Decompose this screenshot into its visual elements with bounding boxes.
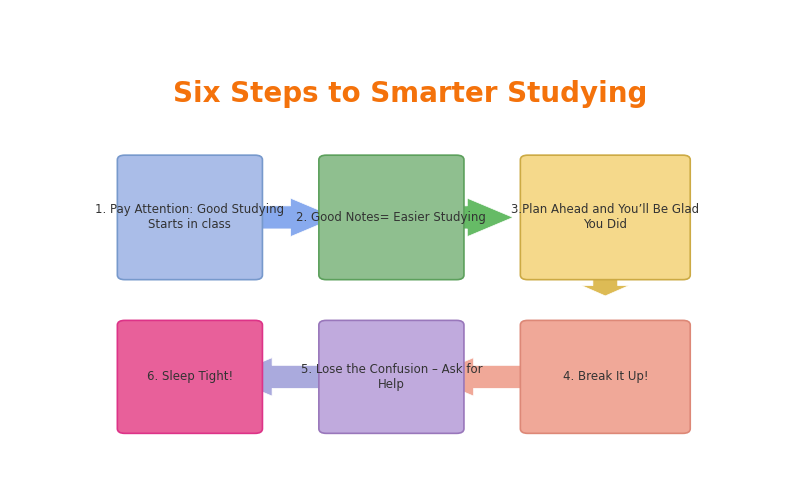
Polygon shape [418, 198, 513, 237]
Text: 5. Lose the Confusion – Ask for
Help: 5. Lose the Confusion – Ask for Help [301, 363, 482, 391]
Text: 2. Good Notes= Easier Studying: 2. Good Notes= Easier Studying [297, 211, 486, 224]
FancyBboxPatch shape [520, 320, 690, 433]
Polygon shape [242, 198, 336, 237]
FancyBboxPatch shape [118, 155, 262, 279]
Text: Six Steps to Smarter Studying: Six Steps to Smarter Studying [173, 80, 647, 108]
FancyBboxPatch shape [520, 155, 690, 279]
Text: 1. Pay Attention: Good Studying
Starts in class: 1. Pay Attention: Good Studying Starts i… [95, 204, 285, 232]
Text: 4. Break It Up!: 4. Break It Up! [562, 370, 648, 383]
Text: 3.Plan Ahead and You’ll Be Glad
You Did: 3.Plan Ahead and You’ll Be Glad You Did [511, 204, 699, 232]
Polygon shape [226, 358, 321, 396]
Polygon shape [428, 358, 522, 396]
Text: 6. Sleep Tight!: 6. Sleep Tight! [147, 370, 233, 383]
FancyBboxPatch shape [118, 320, 262, 433]
FancyBboxPatch shape [319, 155, 464, 279]
Polygon shape [582, 275, 629, 296]
FancyBboxPatch shape [319, 320, 464, 433]
